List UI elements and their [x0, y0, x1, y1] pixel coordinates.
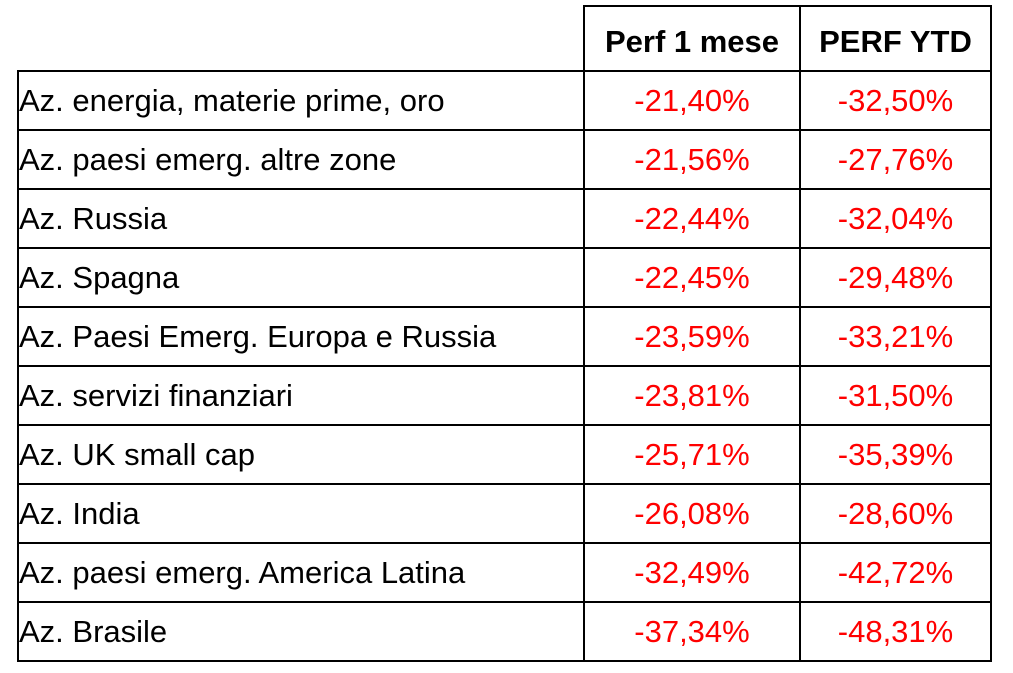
table-row: Az. Spagna -22,45% -29,48%	[17, 247, 992, 308]
table-row: Az. servizi finanziari -23,81% -31,50%	[17, 365, 992, 426]
row-label: Az. paesi emerg. America Latina	[17, 542, 585, 603]
performance-table: Perf 1 mese PERF YTD Az. energia, materi…	[17, 5, 992, 662]
table-row: Az. Russia -22,44% -32,04%	[17, 188, 992, 249]
table-row: Az. India -26,08% -28,60%	[17, 483, 992, 544]
row-label: Az. UK small cap	[17, 424, 585, 485]
perf-ytd-value: -27,76%	[799, 129, 992, 190]
header-perf-ytd: PERF YTD	[799, 5, 992, 72]
header-perf-1-mese: Perf 1 mese	[583, 5, 801, 72]
perf-1-mese-value: -21,56%	[583, 129, 801, 190]
perf-1-mese-value: -23,81%	[583, 365, 801, 426]
table-row: Az. paesi emerg. America Latina -32,49% …	[17, 542, 992, 603]
perf-ytd-value: -32,50%	[799, 70, 992, 131]
perf-1-mese-value: -22,45%	[583, 247, 801, 308]
table-row: Az. energia, materie prime, oro -21,40% …	[17, 70, 992, 131]
header-row: Perf 1 mese PERF YTD	[18, 5, 992, 72]
table-row: Az. Paesi Emerg. Europa e Russia -23,59%…	[17, 306, 992, 367]
header-corner-cell	[18, 6, 585, 72]
table-row: Az. UK small cap -25,71% -35,39%	[17, 424, 992, 485]
row-label: Az. servizi finanziari	[17, 365, 585, 426]
perf-ytd-value: -48,31%	[799, 601, 992, 662]
row-label: Az. Paesi Emerg. Europa e Russia	[17, 306, 585, 367]
row-label: Az. energia, materie prime, oro	[17, 70, 585, 131]
perf-1-mese-value: -26,08%	[583, 483, 801, 544]
perf-ytd-value: -42,72%	[799, 542, 992, 603]
perf-1-mese-value: -22,44%	[583, 188, 801, 249]
perf-1-mese-value: -21,40%	[583, 70, 801, 131]
table-row: Az. Brasile -37,34% -48,31%	[17, 601, 992, 662]
row-label: Az. Spagna	[17, 247, 585, 308]
perf-1-mese-value: -25,71%	[583, 424, 801, 485]
row-label: Az. Brasile	[17, 601, 585, 662]
perf-1-mese-value: -37,34%	[583, 601, 801, 662]
perf-1-mese-value: -32,49%	[583, 542, 801, 603]
perf-ytd-value: -28,60%	[799, 483, 992, 544]
perf-ytd-value: -32,04%	[799, 188, 992, 249]
row-label: Az. India	[17, 483, 585, 544]
table-row: Az. paesi emerg. altre zone -21,56% -27,…	[17, 129, 992, 190]
table-body: Az. energia, materie prime, oro -21,40% …	[17, 70, 992, 662]
row-label: Az. Russia	[17, 188, 585, 249]
perf-ytd-value: -29,48%	[799, 247, 992, 308]
row-label: Az. paesi emerg. altre zone	[17, 129, 585, 190]
perf-ytd-value: -31,50%	[799, 365, 992, 426]
perf-ytd-value: -35,39%	[799, 424, 992, 485]
perf-1-mese-value: -23,59%	[583, 306, 801, 367]
perf-ytd-value: -33,21%	[799, 306, 992, 367]
